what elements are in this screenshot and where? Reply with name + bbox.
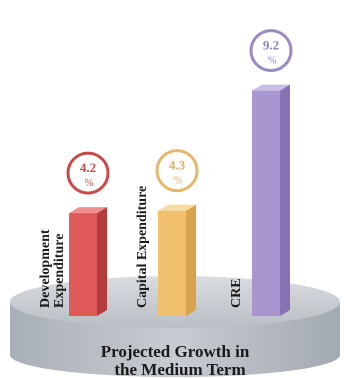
chart-title-line-1: Projected Growth in bbox=[101, 342, 250, 361]
category-label: Expenditure bbox=[52, 234, 67, 308]
bars-layer bbox=[69, 84, 290, 316]
category-label: Capital Expenditure bbox=[135, 186, 150, 308]
value-label: 4.2 bbox=[80, 160, 96, 175]
bar-top bbox=[252, 84, 290, 91]
bar-top bbox=[69, 207, 107, 214]
value-circle bbox=[249, 29, 293, 73]
bar bbox=[158, 210, 186, 316]
value-label: 9.2 bbox=[263, 38, 279, 53]
bar-side bbox=[280, 84, 290, 316]
value-unit: % bbox=[268, 56, 276, 67]
bar-top bbox=[158, 204, 196, 211]
chart-title-line-2: the Medium Term bbox=[114, 360, 245, 379]
value-circle bbox=[66, 151, 110, 195]
bar bbox=[69, 213, 97, 316]
bar bbox=[252, 90, 280, 316]
value-circle bbox=[155, 149, 199, 193]
category-label: Development bbox=[38, 229, 53, 308]
value-unit: % bbox=[85, 178, 93, 189]
bar-side bbox=[97, 207, 107, 316]
category-label: CRE bbox=[229, 278, 244, 308]
value-unit: % bbox=[174, 176, 182, 187]
bar-side bbox=[186, 204, 196, 316]
value-labels-layer: 4.2% 4.3% 9.2% bbox=[66, 29, 293, 195]
category-labels-layer: Development Expenditure Capital Expenditur… bbox=[38, 186, 244, 308]
value-label: 4.3 bbox=[169, 158, 186, 173]
